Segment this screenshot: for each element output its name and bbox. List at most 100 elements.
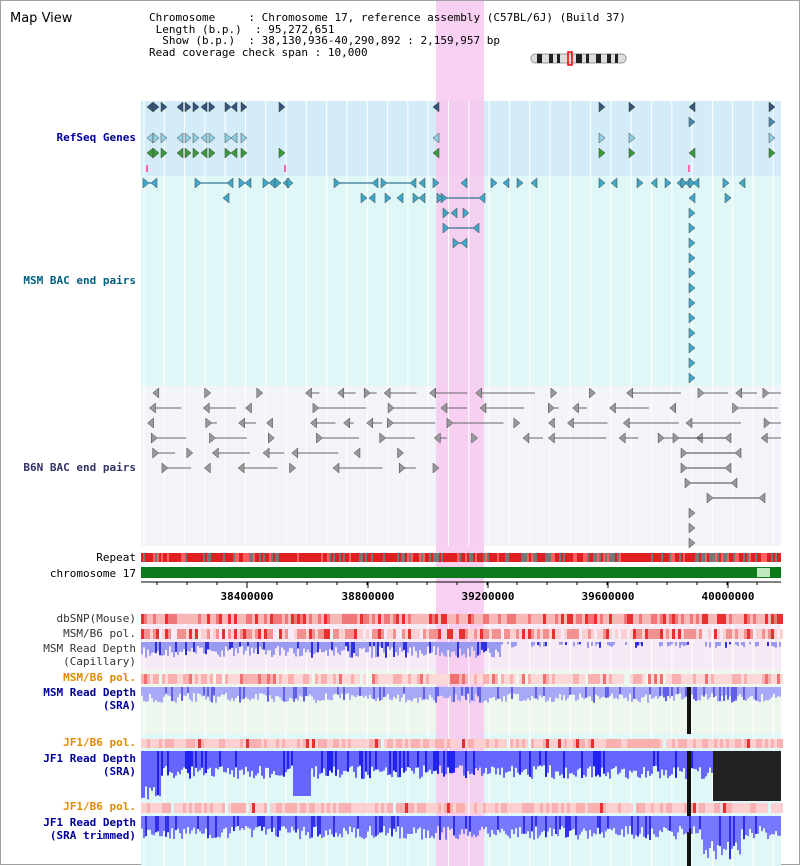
track-label-b6n-bac[interactable]: B6N BAC end pairs (23, 461, 136, 474)
depth-bar (257, 687, 259, 700)
heat-cell (411, 803, 414, 813)
heat-cell (660, 739, 663, 748)
depth-bar (361, 642, 363, 649)
repeat-block (529, 553, 531, 562)
heat-cell (555, 614, 558, 624)
depth-bar (349, 751, 351, 768)
depth-bar (397, 816, 399, 827)
depth-bar (779, 642, 781, 647)
heat-cell (654, 629, 657, 639)
depth-bar (231, 687, 233, 699)
info-coverage-key: Read coverage check span (149, 45, 308, 59)
feature-arrow (472, 222, 480, 234)
heat-cell (723, 803, 726, 813)
heat-cell (642, 674, 645, 684)
depth-bar (411, 642, 413, 656)
heat-cell (348, 803, 351, 813)
repeat-block (291, 553, 293, 562)
heat-cell (570, 739, 573, 748)
track-label-msm-bac[interactable]: MSM BAC end pairs (23, 274, 136, 287)
depth-bar (317, 816, 319, 837)
depth-bar (379, 816, 381, 833)
repeat-block (183, 553, 185, 562)
depth-bar (505, 687, 507, 702)
heat-cell (762, 614, 765, 624)
depth-bar (273, 816, 275, 828)
depth-bar (313, 687, 315, 700)
heat-cell (747, 614, 750, 624)
repeat-block (653, 553, 655, 562)
heat-cell (225, 614, 228, 624)
depth-bar (223, 751, 225, 772)
heat-cell (591, 739, 594, 748)
heat-cell (543, 629, 546, 639)
heat-cell (402, 803, 405, 813)
heat-cell (453, 674, 456, 684)
heat-cell (741, 614, 744, 624)
heat-cell (408, 614, 411, 624)
feature-arrow (462, 207, 470, 219)
depth-bar (775, 816, 777, 832)
heat-cell (666, 803, 669, 813)
heat-cell (741, 739, 744, 748)
heat-cell (216, 739, 219, 748)
heat-cell (234, 803, 237, 813)
depth-bar (751, 816, 753, 833)
feature-arrow (160, 101, 168, 113)
heat-cell (492, 739, 495, 748)
depth-bar (265, 642, 267, 655)
heat-cell (306, 739, 309, 748)
track-label-refseq-genes[interactable]: RefSeq Genes (56, 131, 136, 144)
depth-bar (185, 642, 187, 656)
depth-bar (739, 687, 741, 694)
heat-cell (681, 629, 684, 639)
depth-bar (223, 687, 225, 695)
depth-bar (575, 687, 577, 702)
depth-bar (749, 816, 751, 829)
heat-cell (588, 739, 591, 748)
depth-bar (171, 751, 173, 773)
depth-bar (551, 751, 553, 778)
heat-cell (279, 674, 282, 684)
repeat-block (259, 553, 261, 562)
repeat-block (495, 553, 497, 562)
depth-bar (599, 642, 601, 648)
heat-cell (249, 739, 252, 748)
feature-arrow (688, 177, 696, 189)
depth-bar (423, 642, 425, 656)
depth-bar (289, 642, 291, 648)
depth-bar (447, 642, 449, 650)
depth-bar (195, 816, 197, 834)
depth-bar (213, 751, 215, 777)
depth-bar (607, 687, 609, 698)
depth-bar (319, 751, 321, 774)
heat-cell (339, 629, 342, 639)
feature-arrow (513, 417, 521, 429)
heat-cell (615, 803, 618, 813)
heat-cell (426, 629, 429, 639)
heat-cell (297, 739, 300, 748)
heat-cell (537, 803, 540, 813)
repeat-block (777, 553, 779, 562)
depth-bar (255, 687, 257, 695)
feature-arrow (626, 387, 633, 399)
depth-bar (443, 687, 445, 698)
depth-bar (409, 687, 411, 701)
heat-cell (414, 629, 417, 639)
depth-bar (577, 816, 579, 840)
heat-cell (186, 739, 189, 748)
repeat-block (349, 553, 351, 562)
heat-cell (294, 803, 297, 813)
heat-cell (432, 629, 435, 639)
depth-bar (465, 751, 467, 779)
depth-bar (461, 687, 463, 696)
repeat-block (697, 553, 699, 562)
feature-arrow (442, 207, 450, 219)
depth-bar (741, 642, 743, 646)
heat-cell (762, 803, 765, 813)
heat-cell (195, 803, 198, 813)
depth-bar (489, 687, 491, 699)
heat-cell (252, 674, 255, 684)
depth-bar (205, 751, 207, 774)
